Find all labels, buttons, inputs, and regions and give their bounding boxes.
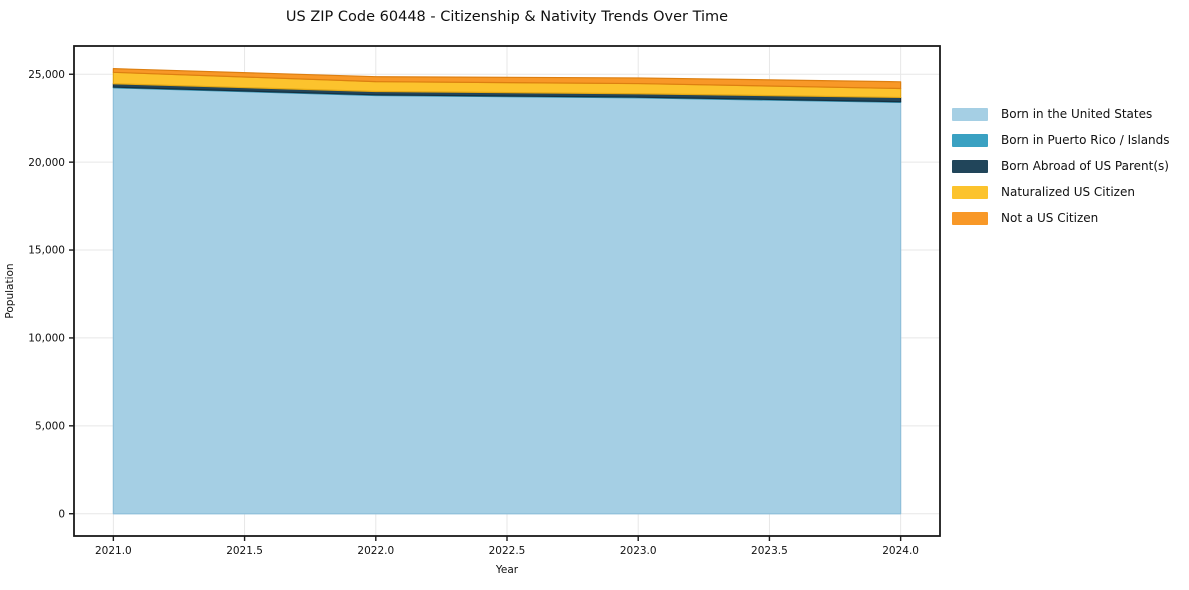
- y-tick-label: 15,000: [28, 245, 65, 257]
- legend-swatch: [952, 107, 988, 121]
- x-axis-label: Year: [495, 564, 519, 576]
- y-tick-label: 20,000: [28, 157, 65, 169]
- legend-swatch: [952, 159, 988, 173]
- legend-swatch: [952, 133, 988, 147]
- area-series: [112, 87, 902, 515]
- legend-label: Born Abroad of US Parent(s): [1001, 159, 1169, 173]
- legend: Born in the United States Born in Puerto …: [952, 101, 1170, 231]
- x-tick-label: 2022.5: [489, 545, 526, 557]
- x-tick-label: 2022.0: [357, 545, 394, 557]
- legend-item: Naturalized US Citizen: [952, 179, 1170, 205]
- x-tick-label: 2023.5: [751, 545, 788, 557]
- x-tick-label: 2024.0: [882, 545, 919, 557]
- legend-label: Born in Puerto Rico / Islands: [1001, 133, 1170, 147]
- legend-item: Born Abroad of US Parent(s): [952, 153, 1170, 179]
- legend-label: Born in the United States: [1001, 107, 1153, 121]
- legend-item: Not a US Citizen: [952, 205, 1170, 231]
- legend-item: Born in Puerto Rico / Islands: [952, 127, 1170, 153]
- legend-swatch: [952, 211, 988, 225]
- x-tick-label: 2023.0: [620, 545, 657, 557]
- chart-title: US ZIP Code 60448 - Citizenship & Nativi…: [285, 9, 729, 25]
- y-tick-label: 0: [58, 508, 65, 520]
- legend-swatch: [952, 185, 988, 199]
- legend-label: Not a US Citizen: [1001, 211, 1099, 225]
- legend-item: Born in the United States: [952, 101, 1170, 127]
- area-series: [112, 68, 902, 90]
- x-tick-label: 2021.0: [95, 545, 132, 557]
- y-tick-label: 5,000: [35, 421, 65, 433]
- x-tick-label: 2021.5: [226, 545, 263, 557]
- y-tick-label: 10,000: [28, 333, 65, 345]
- y-axis-label: Population: [4, 263, 16, 319]
- y-tick-label: 25,000: [28, 69, 65, 81]
- legend-label: Naturalized US Citizen: [1001, 185, 1135, 199]
